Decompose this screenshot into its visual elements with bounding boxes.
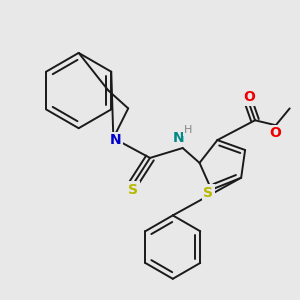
Text: O: O xyxy=(269,126,281,140)
Text: S: S xyxy=(128,183,138,196)
Text: H: H xyxy=(184,125,192,135)
Text: O: O xyxy=(243,91,255,104)
Text: S: S xyxy=(203,186,214,200)
Text: N: N xyxy=(110,133,121,147)
Text: N: N xyxy=(173,131,184,145)
